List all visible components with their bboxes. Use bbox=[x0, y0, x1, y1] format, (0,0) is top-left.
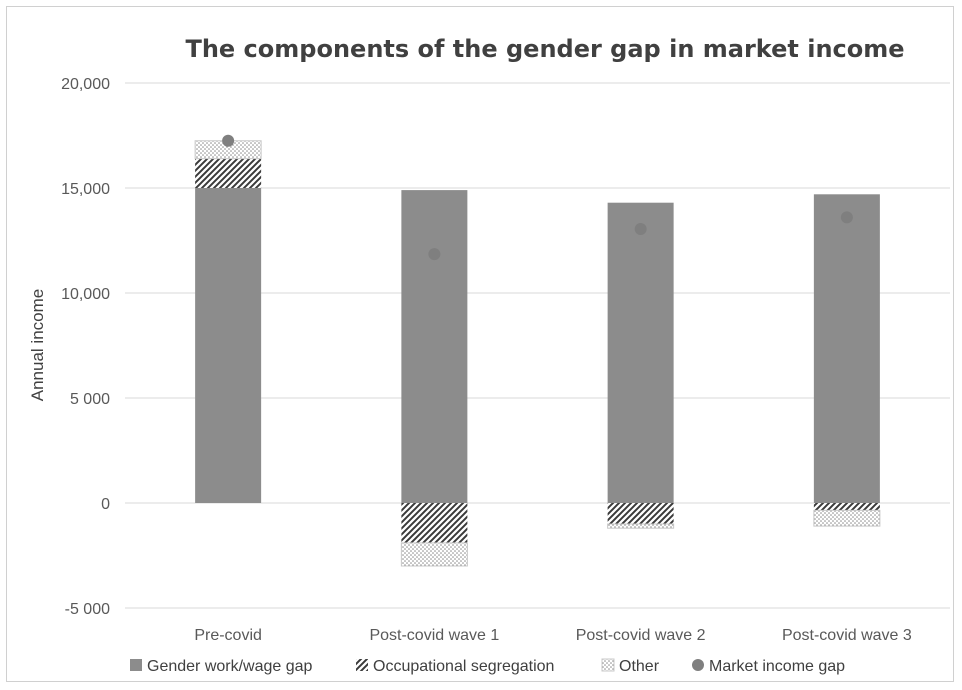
y-tick-label: 0 bbox=[101, 496, 110, 513]
bar-gender-work-wage-gap bbox=[401, 190, 468, 503]
x-axis-ticks: Pre-covid Post-covid wave 1 Post-covid wav… bbox=[194, 627, 912, 644]
y-axis-label: Annual income bbox=[28, 289, 47, 401]
legend: Gender work/wage gap Occupational segrega… bbox=[130, 658, 845, 675]
x-tick-label: Post-covid wave 2 bbox=[576, 627, 706, 644]
legend-label: Market income gap bbox=[709, 658, 845, 675]
y-axis-ticks: 20,000 15,000 10,000 5 000 0 -5 000 bbox=[61, 76, 110, 618]
market-income-gap-marker bbox=[428, 248, 441, 261]
y-tick-label: 20,000 bbox=[61, 76, 110, 93]
legend-label: Other bbox=[619, 658, 660, 675]
market-income-gap-marker bbox=[222, 134, 235, 147]
y-tick-label: 15,000 bbox=[61, 181, 110, 198]
legend-swatch bbox=[601, 658, 615, 672]
legend-label: Gender work/wage gap bbox=[147, 658, 313, 675]
bar-occupational-segregation bbox=[401, 503, 468, 543]
legend-swatch bbox=[130, 659, 142, 671]
bar-occupational-segregation bbox=[607, 503, 674, 524]
bar-occupational-segregation bbox=[195, 158, 262, 188]
market-income-gap-marker bbox=[840, 211, 853, 224]
markers bbox=[222, 134, 853, 261]
x-tick-label: Pre-covid bbox=[194, 627, 262, 644]
bar-gender-work-wage-gap bbox=[607, 202, 674, 503]
legend-swatch bbox=[356, 659, 368, 671]
bar-other bbox=[607, 523, 675, 529]
legend-swatch bbox=[692, 659, 704, 671]
bar-gender-work-wage-gap bbox=[195, 188, 262, 503]
y-tick-label: 5 000 bbox=[70, 391, 110, 408]
bar-other bbox=[400, 542, 468, 567]
y-tick-label: 10,000 bbox=[61, 286, 110, 303]
x-tick-label: Post-covid wave 1 bbox=[369, 627, 499, 644]
y-tick-label: -5 000 bbox=[65, 601, 110, 618]
chart-title: The components of the gender gap in mark… bbox=[185, 35, 904, 63]
legend-label: Occupational segregation bbox=[373, 658, 554, 675]
chart-frame bbox=[6, 6, 954, 682]
bar-other bbox=[813, 509, 881, 527]
bar-gender-work-wage-gap bbox=[813, 194, 880, 504]
market-income-gap-marker bbox=[634, 222, 647, 235]
bars bbox=[194, 140, 881, 567]
gridlines bbox=[125, 82, 950, 609]
x-tick-label: Post-covid wave 3 bbox=[782, 627, 912, 644]
bar-occupational-segregation bbox=[813, 503, 880, 511]
